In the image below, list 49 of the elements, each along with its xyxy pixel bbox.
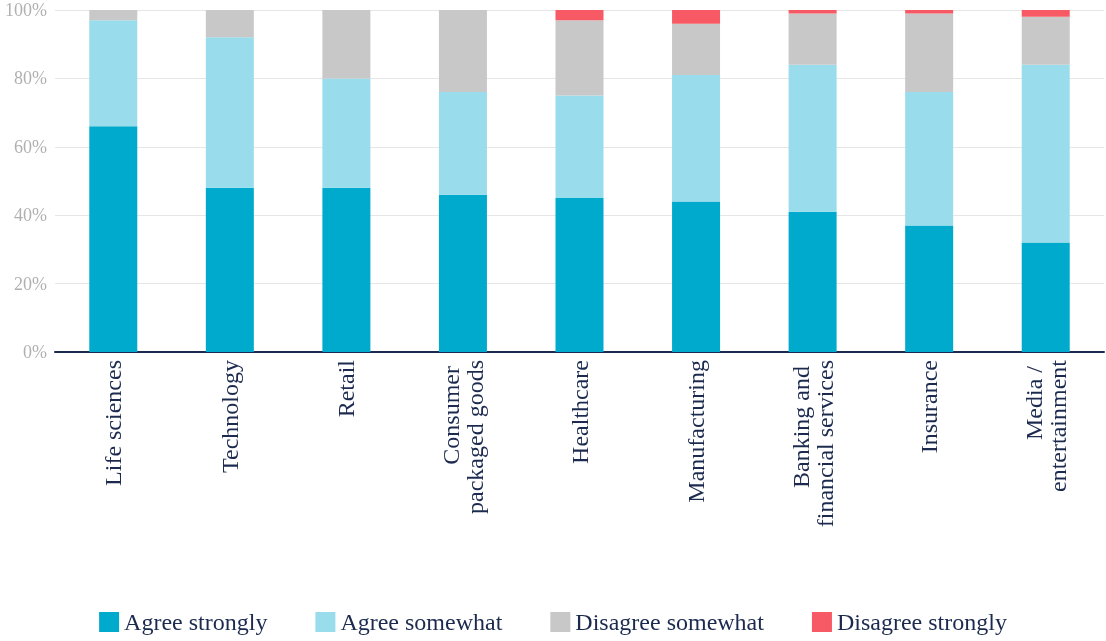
bar [1021, 242, 1070, 352]
bar [555, 95, 604, 199]
bar [322, 78, 371, 188]
x-tick-label: Manufacturing [683, 360, 710, 503]
x-tick-label: Insurance [916, 360, 943, 454]
y-tick-label: 100% [5, 0, 47, 20]
bar [438, 10, 487, 93]
bar [672, 23, 721, 75]
y-tick-label: 60% [14, 136, 47, 157]
bar [438, 92, 487, 195]
legend-label: Agree somewhat [340, 609, 503, 635]
bar [205, 37, 254, 188]
bar [438, 194, 487, 352]
bar [555, 20, 604, 96]
x-tick-label: Consumer packaged goods [437, 360, 488, 514]
bar [788, 13, 837, 65]
bar [788, 211, 837, 352]
y-tick-label: 80% [14, 68, 47, 89]
bar [555, 10, 604, 21]
bar [89, 10, 138, 21]
x-tick-label: Healthcare [566, 360, 593, 464]
bar [905, 92, 954, 226]
bar [1021, 10, 1070, 17]
bar [205, 187, 254, 352]
bar [1021, 64, 1070, 243]
y-tick-label: 20% [14, 273, 47, 294]
x-tick-label: Technology [216, 360, 243, 473]
legend-label: Disagree somewhat [575, 609, 765, 635]
bar [322, 10, 371, 79]
legend-label: Agree strongly [124, 609, 268, 635]
bar [205, 10, 254, 38]
bar [89, 20, 138, 127]
bar [89, 126, 138, 352]
y-tick-label: 0% [23, 342, 47, 362]
x-tick-label: Banking and financial services [787, 360, 838, 528]
bar [555, 198, 604, 352]
x-tick-label: Media / entertainment [1020, 359, 1071, 492]
bar [905, 13, 954, 93]
bar [905, 225, 954, 352]
bar [672, 10, 721, 24]
legend-label: Disagree strongly [836, 609, 1007, 635]
bar [788, 64, 837, 212]
x-tick-label: Life sciences [100, 360, 127, 486]
bar [672, 74, 721, 202]
bar [1021, 16, 1070, 65]
y-tick-label: 40% [14, 205, 47, 226]
bar [672, 201, 721, 352]
bar [322, 187, 371, 352]
x-tick-label: Retail [333, 359, 360, 418]
